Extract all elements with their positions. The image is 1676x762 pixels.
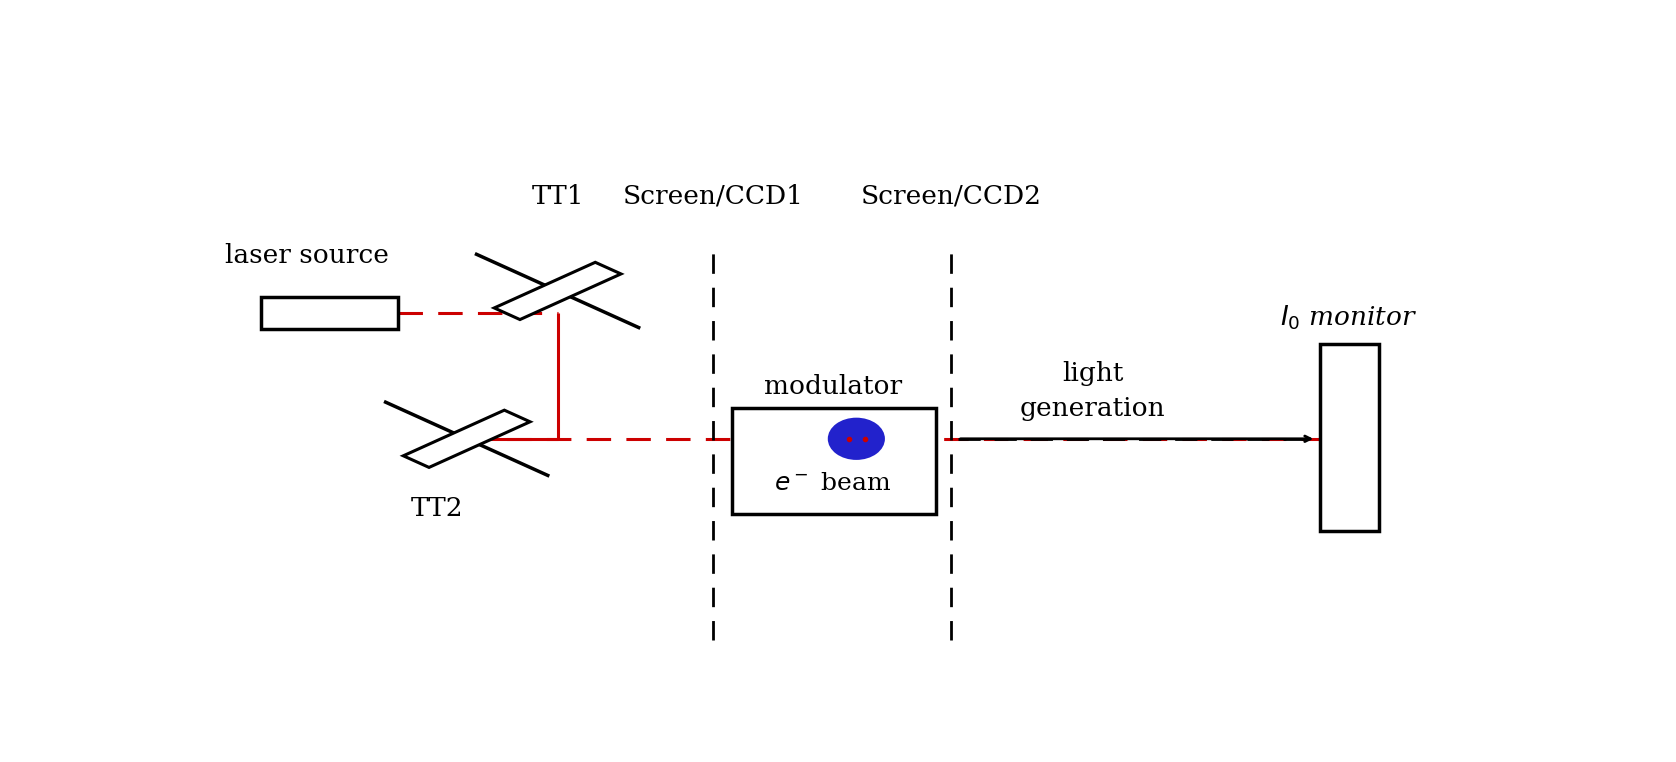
Bar bbox=[261, 296, 397, 329]
Text: modulator: modulator bbox=[764, 374, 902, 399]
Text: Screen/CCD2: Screen/CCD2 bbox=[861, 184, 1042, 209]
Bar bbox=[404, 410, 530, 467]
Bar bbox=[732, 408, 935, 514]
Text: $I_0$ monitor: $I_0$ monitor bbox=[1280, 303, 1418, 332]
Text: laser source: laser source bbox=[225, 243, 389, 268]
Text: TT1: TT1 bbox=[531, 184, 583, 209]
Ellipse shape bbox=[828, 418, 885, 460]
Text: $e^-$ beam: $e^-$ beam bbox=[774, 472, 892, 495]
Bar bbox=[494, 262, 622, 319]
Text: Screen/CCD1: Screen/CCD1 bbox=[623, 184, 804, 209]
Text: TT2: TT2 bbox=[411, 496, 463, 521]
Text: light
generation: light generation bbox=[1021, 360, 1165, 421]
Bar bbox=[1321, 344, 1379, 532]
